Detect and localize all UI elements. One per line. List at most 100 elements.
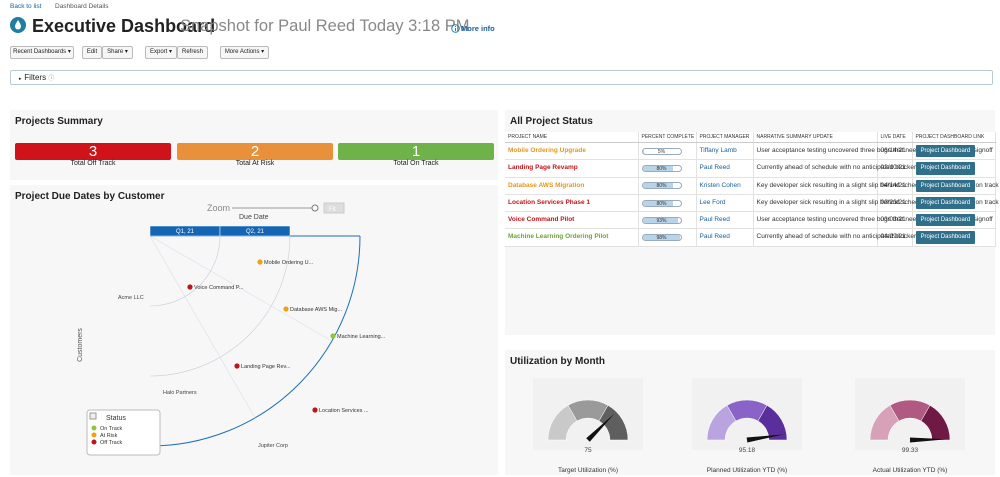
- link-cell: Project Dashboard: [912, 194, 996, 213]
- project-name[interactable]: Database AWS Migration: [505, 177, 639, 195]
- project-point: [234, 363, 240, 369]
- progress-bar: 80%: [641, 164, 682, 172]
- narrative: Key developer sick resulting in a slight…: [753, 177, 1000, 195]
- project-name[interactable]: Mobile Ordering Upgrade: [505, 142, 639, 161]
- gauge-title: Planned Utilization YTD (%): [707, 467, 787, 474]
- project-point: [312, 407, 318, 413]
- toolbar-button[interactable]: Export: [145, 46, 177, 59]
- point-label: Mobile Ordering U...: [264, 260, 314, 266]
- customer-divider: [149, 235, 256, 419]
- toolbar-button[interactable]: Refresh: [177, 46, 208, 59]
- back-link[interactable]: Back to list: [10, 3, 42, 10]
- progress-label: 80%: [656, 200, 667, 207]
- dashboard-link[interactable]: Project Dashboard: [915, 231, 976, 244]
- project-point: [187, 284, 193, 290]
- live-date: 06/14/21: [877, 142, 913, 161]
- narrative: Currently ahead of schedule with no anti…: [753, 159, 919, 178]
- quarter-label: Q2, 21: [246, 229, 265, 235]
- legend-label: Off Track: [100, 440, 122, 446]
- legend-swatch: [91, 425, 97, 431]
- progress-fill: [642, 200, 673, 206]
- progress-fill: [642, 148, 645, 154]
- toolbar-button[interactable]: Edit: [82, 46, 102, 59]
- percent-cell: 5%: [638, 142, 697, 161]
- manager[interactable]: Lee Ford: [696, 194, 754, 213]
- live-date: 03/23/21: [877, 194, 913, 213]
- link-cell: Project Dashboard: [912, 228, 996, 247]
- panel-title: All Project Status: [510, 116, 593, 127]
- percent-cell: 80%: [638, 177, 697, 195]
- dashboard-link[interactable]: Project Dashboard: [915, 179, 976, 192]
- table-row: Mobile Ordering Upgrade 5% Tiffany Lamb Use…: [505, 142, 996, 161]
- toolbar-button[interactable]: Recent Dashboards: [10, 46, 74, 59]
- progress-label: 5%: [657, 148, 666, 155]
- y-axis-label: Customers: [77, 328, 84, 362]
- dashboard-link[interactable]: Project Dashboard: [915, 214, 976, 227]
- percent-cell: 98%: [638, 228, 697, 247]
- manager[interactable]: Tiffany Lamb: [696, 142, 754, 161]
- progress-bar: 80%: [641, 199, 682, 207]
- gauge-band: [757, 405, 788, 441]
- date-arc: [149, 235, 221, 307]
- progress-label: 93%: [656, 217, 667, 224]
- table-row: Database AWS Migration 80% Kristen Cohen Ke…: [505, 177, 1000, 195]
- dashboard-link[interactable]: Project Dashboard: [915, 145, 976, 158]
- dashboard-link[interactable]: Project Dashboard: [915, 196, 976, 210]
- legend-label: On Track: [100, 426, 123, 432]
- filters-label[interactable]: ▸ Filters ⓘ: [19, 73, 55, 82]
- project-name[interactable]: Landing Page Revamp: [505, 159, 639, 178]
- progress-bar: 80%: [641, 182, 682, 190]
- dashboard-link[interactable]: Project Dashboard: [915, 162, 976, 175]
- project-name[interactable]: Voice Command Pilot: [505, 211, 639, 230]
- progress-bar: 93%: [641, 216, 682, 224]
- info-icon[interactable]: [451, 24, 460, 33]
- manager[interactable]: Paul Reed: [696, 228, 754, 247]
- gauge-needle: [586, 413, 615, 442]
- manager[interactable]: Paul Reed: [696, 211, 754, 230]
- panel-title: Utilization by Month: [510, 356, 605, 367]
- percent-cell: 93%: [638, 211, 697, 230]
- project-name[interactable]: Machine Learning Ordering Pilot: [505, 228, 639, 247]
- manager[interactable]: Paul Reed: [696, 159, 754, 178]
- customer-label: Jupiter Corp: [258, 443, 288, 449]
- gauge-band: [920, 405, 951, 441]
- link-cell: Project Dashboard: [912, 142, 996, 161]
- progress-fill: [642, 165, 673, 171]
- link-cell: Project Dashboard: [912, 211, 996, 230]
- project-name[interactable]: Location Services Phase 1: [505, 194, 639, 213]
- fit-button: [323, 202, 345, 214]
- summary-tile: 1: [338, 143, 494, 160]
- summary-tile: 2: [177, 143, 333, 160]
- column-header: PROJECT NAME: [505, 132, 639, 143]
- summary-label: Total Off Track: [70, 160, 116, 167]
- panel-title: Projects Summary: [15, 116, 103, 127]
- date-arc: [149, 235, 291, 377]
- gauge-needle: [746, 434, 784, 443]
- toolbar-button[interactable]: Share: [102, 46, 133, 59]
- live-date: 02/10/21: [877, 159, 913, 178]
- customer-divider: [149, 235, 333, 342]
- summary-label: Total On Track: [393, 160, 439, 167]
- link-cell: Project Dashboard: [912, 159, 996, 178]
- status-table: PROJECT NAME PERCENT COMPLETE PROJECT MANA…: [505, 132, 1000, 247]
- progress-label: 80%: [656, 165, 667, 172]
- point-label: Voice Command P...: [194, 285, 244, 291]
- summary-label: Total At Risk: [235, 160, 275, 167]
- manager[interactable]: Kristen Cohen: [696, 177, 754, 195]
- customer-label: Halo Partners: [163, 390, 197, 396]
- quarter-label: Q1, 21: [176, 229, 195, 235]
- live-date: 04/14/21: [877, 177, 913, 195]
- legend-title: Status: [106, 415, 126, 422]
- zoom-handle[interactable]: [311, 204, 319, 212]
- filters-text: Filters: [24, 73, 47, 82]
- link-cell: Project Dashboard: [912, 177, 996, 195]
- column-header: PROJECT DASHBOARD LINK: [912, 132, 996, 143]
- point-label: Database AWS Mig...: [290, 307, 343, 313]
- table-row: Voice Command Pilot 93% Paul Reed User acce…: [505, 211, 996, 230]
- point-label: Machine Learning...: [337, 334, 386, 340]
- toolbar-button[interactable]: More Actions: [220, 46, 269, 59]
- panel-title: Project Due Dates by Customer: [15, 191, 165, 202]
- filters-bar[interactable]: ▸ Filters ⓘ: [10, 70, 993, 85]
- more-info-link[interactable]: More info: [461, 24, 495, 33]
